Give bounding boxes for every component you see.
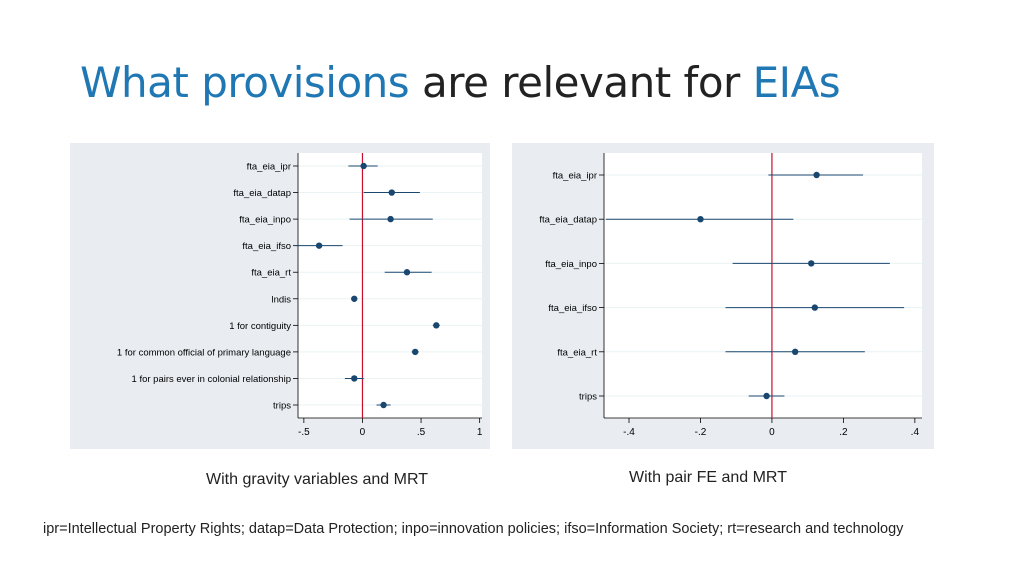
y-tick-label: fta_eia_rt (557, 347, 597, 358)
chart-panel-gravity: -.5 0 .5 1 fta_eia_ipr fta_eia_datap fta_eia_i… (70, 143, 490, 449)
coefficient-point (813, 171, 820, 179)
coefficient-point (315, 242, 323, 249)
coef-plot-pair-fe: -.4 -.2 0 .2 .4 fta_eia_ipr fta_eia_datap fta_e… (539, 153, 922, 438)
title-highlight-provisions: What provisions (80, 58, 410, 107)
x-tick-label: -.2 (695, 427, 707, 438)
plot-area (298, 153, 482, 418)
y-tick-label: fta_eia_ipr (247, 162, 291, 173)
y-tick-label: fta_eia_datap (539, 215, 597, 226)
x-tick-label: .5 (417, 427, 426, 438)
coefficient-point (433, 322, 440, 329)
caption-gravity: With gravity variables and MRT (206, 471, 428, 488)
y-tick-label: fta_eia_ifso (548, 303, 597, 314)
y-tick-label: fta_eia_inpo (239, 215, 291, 226)
y-tick-label: trips (273, 401, 291, 412)
y-tick-label: fta_eia_ipr (553, 171, 597, 182)
coefficient-point (697, 216, 704, 223)
x-tick-label: .4 (911, 427, 920, 438)
coefficient-point (387, 215, 394, 223)
x-tick-label: 0 (360, 427, 366, 438)
coef-plot-gravity: -.5 0 .5 1 fta_eia_ipr fta_eia_datap fta_eia_i… (117, 153, 483, 438)
coefficient-point (811, 304, 819, 311)
title-highlight-eias: EIAs (752, 58, 841, 107)
y-tick-label: fta_eia_datap (233, 188, 291, 199)
coefficient-point (808, 260, 815, 267)
plot-area (604, 153, 922, 418)
y-tick-label: fta_eia_inpo (545, 259, 597, 270)
y-tick-label: trips (579, 392, 597, 403)
y-tick-label: lndis (271, 294, 291, 305)
page-title: What provisions are relevant for EIAs (80, 58, 841, 107)
coefficient-point (791, 348, 799, 355)
x-tick-label: .2 (839, 427, 848, 438)
x-tick-label: 1 (477, 427, 483, 438)
coefficient-point (403, 269, 411, 276)
chart-panel-pair-fe: -.4 -.2 0 .2 .4 fta_eia_ipr fta_eia_datap fta_e… (512, 143, 934, 449)
x-tick-label: -.4 (623, 427, 635, 438)
y-tick-label: 1 for contiguity (229, 321, 291, 332)
coefficient-point (380, 401, 387, 409)
y-tick-label: 1 for pairs ever in colonial relationshi… (132, 374, 291, 385)
x-tick-label: 0 (769, 427, 775, 438)
y-tick-label: fta_eia_rt (251, 268, 291, 279)
y-tick-label: 1 for common official of primary languag… (117, 347, 291, 358)
coefficient-point (351, 295, 358, 302)
x-tick-label: -.5 (298, 427, 310, 438)
title-middle: are relevant for (409, 58, 753, 107)
caption-pair-fe: With pair FE and MRT (629, 469, 787, 486)
coefficient-point (351, 375, 358, 382)
footnote: ipr=Intellectual Property Rights; datap=… (43, 521, 904, 537)
coefficient-point (763, 392, 770, 400)
coefficient-point (411, 348, 419, 356)
coefficient-point (388, 189, 395, 196)
coefficient-point (360, 162, 367, 170)
y-tick-label: fta_eia_ifso (242, 241, 291, 252)
